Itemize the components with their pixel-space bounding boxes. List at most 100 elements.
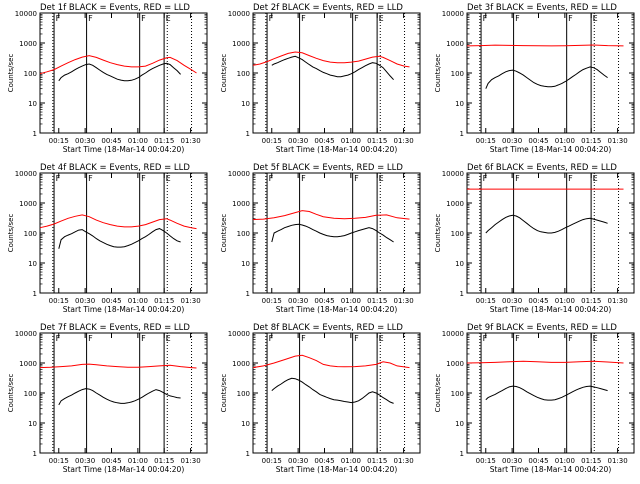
y-tick-label: 10 <box>455 100 464 108</box>
x-tick-label: 00:30 <box>502 137 522 145</box>
marker-letter: E <box>166 334 171 343</box>
x-tick-label: 01:15 <box>581 457 601 465</box>
marker-letter: F <box>354 334 359 343</box>
y-tick-label: 1000 <box>19 200 37 208</box>
x-axis-label: Start Time (18-Mar-14 00:04:20) <box>63 145 185 154</box>
x-tick-label: 00:15 <box>262 297 282 305</box>
y-axis-label: Counts/sec <box>434 374 442 413</box>
series-line-lld <box>252 210 410 221</box>
x-tick-label: 01:00 <box>555 297 575 305</box>
x-axis-label: Start Time (18-Mar-14 00:04:20) <box>63 305 185 314</box>
x-tick-label: 00:30 <box>288 297 308 305</box>
x-tick-label: 00:15 <box>476 137 496 145</box>
x-tick-label: 00:15 <box>262 137 282 145</box>
y-tick-label: 100 <box>237 70 250 78</box>
x-tick-label: 01:30 <box>608 137 628 145</box>
plot-frame <box>39 172 208 294</box>
panel-title: Det 7f BLACK = Events, RED = LLD <box>40 323 190 333</box>
chart-panel-6: Det 6f BLACK = Events, RED = LLD 1 10 100 10… <box>434 163 635 314</box>
plot-frame <box>252 12 421 134</box>
y-tick-label: 10 <box>28 420 37 428</box>
y-tick-label: 100 <box>237 230 250 238</box>
marker-letter: E <box>593 174 598 183</box>
marker-letter: F <box>568 174 573 183</box>
y-axis-label: Counts/sec <box>7 214 15 253</box>
y-axis-label: Counts/sec <box>220 374 228 413</box>
y-tick-label: 1 <box>33 290 37 298</box>
marker-letter: F <box>568 14 573 23</box>
marker-letter: E <box>593 14 598 23</box>
y-tick-label: 10000 <box>442 170 464 178</box>
x-tick-label: 01:15 <box>367 137 387 145</box>
marker-letter: F <box>88 334 93 343</box>
y-tick-label: 10000 <box>442 10 464 18</box>
x-tick-label: 00:45 <box>314 297 334 305</box>
y-tick-label: 1000 <box>446 360 464 368</box>
y-tick-label: 10 <box>241 420 250 428</box>
x-tick-label: 00:45 <box>101 457 121 465</box>
chart-panel-7: Det 7f BLACK = Events, RED = LLD 1 10 100 10… <box>7 323 208 474</box>
chart-panel-4: Det 4f BLACK = Events, RED = LLD 1 10 100 10… <box>7 163 208 314</box>
x-axis-label: Start Time (18-Mar-14 00:04:20) <box>276 145 398 154</box>
y-tick-label: 10000 <box>442 330 464 338</box>
marker-letter: E <box>593 334 598 343</box>
y-tick-label: 1 <box>33 130 37 138</box>
x-tick-label: 01:30 <box>181 297 201 305</box>
series-line-events <box>485 66 608 89</box>
panel-title: Det 1f BLACK = Events, RED = LLD <box>40 3 190 13</box>
plot-frame <box>39 12 208 134</box>
x-axis-label: Start Time (18-Mar-14 00:04:20) <box>63 465 185 474</box>
y-axis-label: Counts/sec <box>434 54 442 93</box>
x-tick-label: 01:15 <box>581 137 601 145</box>
y-tick-label: 1 <box>33 450 37 458</box>
series-line-lld <box>39 214 197 230</box>
y-tick-label: 100 <box>24 70 37 78</box>
series-line-lld <box>39 363 197 369</box>
x-tick-label: 01:00 <box>128 137 148 145</box>
y-tick-label: 10000 <box>228 170 250 178</box>
marker-letter: F <box>88 174 93 183</box>
series-line-lld <box>252 51 410 68</box>
marker-letter: E <box>166 174 171 183</box>
marker-letter: F <box>515 14 520 23</box>
y-tick-label: 100 <box>451 70 464 78</box>
y-tick-label: 1 <box>460 290 464 298</box>
x-tick-label: 00:30 <box>502 457 522 465</box>
x-axis-label: Start Time (18-Mar-14 00:04:20) <box>276 305 398 314</box>
x-tick-label: 00:15 <box>476 297 496 305</box>
marker-letter: F <box>301 334 306 343</box>
series-line-lld <box>466 44 624 47</box>
marker-letter: F <box>56 14 61 23</box>
marker-letter: E <box>379 14 384 23</box>
marker-letter: E <box>379 174 384 183</box>
y-tick-label: 1 <box>460 450 464 458</box>
marker-letter: F <box>269 14 274 23</box>
panel-title: Det 6f BLACK = Events, RED = LLD <box>467 163 617 173</box>
x-tick-label: 00:15 <box>49 457 69 465</box>
x-axis-label: Start Time (18-Mar-14 00:04:20) <box>490 465 612 474</box>
x-tick-label: 00:30 <box>502 297 522 305</box>
y-tick-label: 100 <box>24 390 37 398</box>
y-tick-label: 10000 <box>15 170 37 178</box>
y-axis-label: Counts/sec <box>7 54 15 93</box>
x-tick-label: 00:45 <box>528 457 548 465</box>
panel-title: Det 9f BLACK = Events, RED = LLD <box>467 323 617 333</box>
x-tick-label: 01:30 <box>608 297 628 305</box>
marker-letter: F <box>88 14 93 23</box>
y-tick-label: 10 <box>241 100 250 108</box>
y-tick-label: 100 <box>237 390 250 398</box>
y-tick-label: 10000 <box>15 330 37 338</box>
x-tick-label: 01:00 <box>341 457 361 465</box>
marker-letter: F <box>354 14 359 23</box>
panel-title: Det 4f BLACK = Events, RED = LLD <box>40 163 190 173</box>
y-tick-label: 10 <box>455 260 464 268</box>
x-tick-label: 01:00 <box>555 457 575 465</box>
plot-frame <box>466 332 635 454</box>
y-tick-label: 1000 <box>232 360 250 368</box>
x-axis-label: Start Time (18-Mar-14 00:04:20) <box>490 305 612 314</box>
x-tick-label: 00:45 <box>101 137 121 145</box>
y-axis-label: Counts/sec <box>220 54 228 93</box>
series-line-events <box>58 388 181 406</box>
marker-letter: F <box>56 334 61 343</box>
marker-letter: F <box>515 174 520 183</box>
